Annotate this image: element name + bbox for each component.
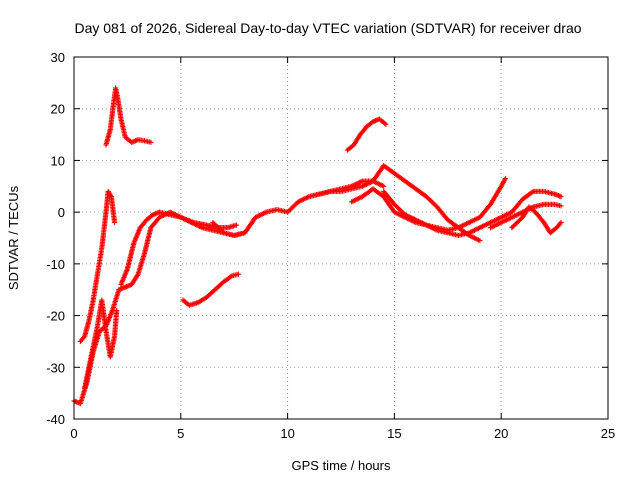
series-pass-b [77,188,118,345]
series-line [105,87,152,146]
y-tick-label: -30 [46,360,65,375]
data-point [114,307,120,313]
plot-frame [73,56,609,420]
series-pass-f [180,271,242,308]
series-pass-k [381,188,564,239]
series-pass-l [487,201,564,231]
y-tick-label: -40 [46,412,65,427]
data-point [558,219,564,226]
y-tick-label: 30 [51,50,65,65]
data-point [235,271,242,277]
x-tick-label: 25 [601,426,615,441]
y-axis-label: SDTVAR / TECUs [6,185,21,290]
data-point [111,219,118,226]
series-line [351,178,507,231]
data-point [381,183,387,189]
data-point [558,203,564,209]
data-point [383,121,389,127]
series-pass-g [210,178,387,239]
x-tick-label: 15 [387,426,401,441]
y-tick-label: 10 [51,153,65,168]
x-axis-label: GPS time / hours [292,458,391,473]
series-pass-m [509,204,564,236]
y-tick-label: 0 [58,205,65,220]
y-tick-label: 20 [51,102,65,117]
x-tick-label: 5 [177,426,184,441]
data-point [477,237,483,244]
data-point [148,139,154,145]
series-pass-h [344,116,389,153]
x-tick-label: 0 [70,426,77,441]
data-point [558,194,564,200]
series-pass-a [71,209,248,407]
series-layer [71,85,564,407]
y-tick-label: -20 [46,309,65,324]
x-tick-label: 20 [494,426,508,441]
series-pass-d [82,297,120,391]
chart-title: Day 081 of 2026, Sidereal Day-to-day VTE… [74,20,581,36]
series-pass-c [103,85,154,148]
y-tick-label: -10 [46,257,65,272]
grid-layer [74,57,608,419]
data-point [502,175,509,182]
data-point [233,222,239,228]
x-tick-label: 10 [280,426,294,441]
